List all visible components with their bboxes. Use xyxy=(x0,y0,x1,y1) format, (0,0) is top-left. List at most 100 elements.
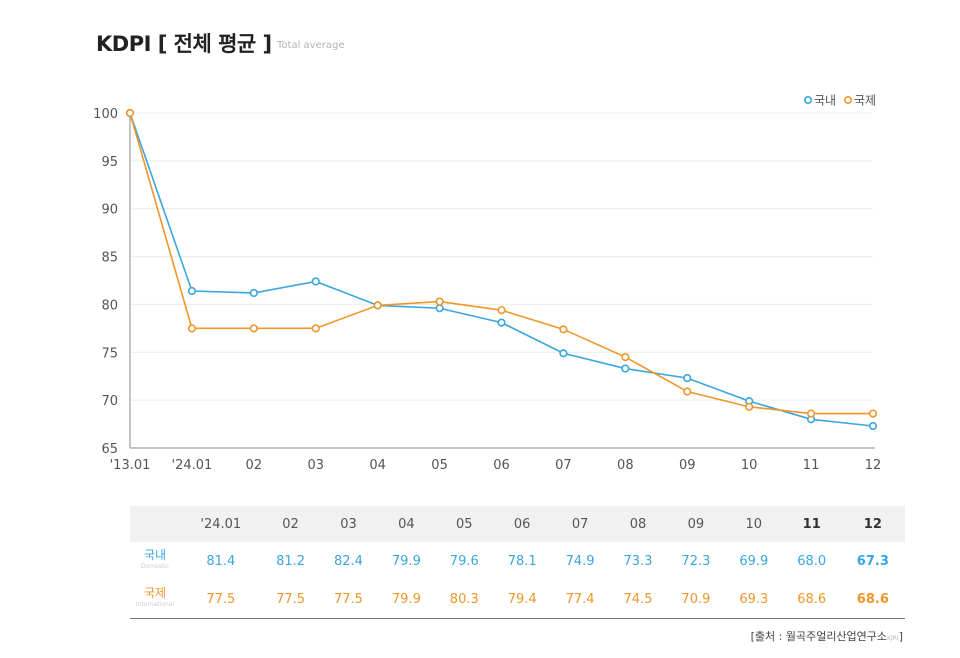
table-header-cell: 03 xyxy=(319,506,378,542)
series-line-0 xyxy=(129,112,874,427)
legend-label: 국제 xyxy=(854,94,876,108)
table-cell: 70.9 xyxy=(666,580,725,619)
x-tick-label: 04 xyxy=(369,458,386,473)
table-header-cell: 07 xyxy=(551,506,610,542)
x-tick-label: 09 xyxy=(679,458,696,473)
table-cell: 77.5 xyxy=(319,580,378,619)
x-tick-label: '24.01 xyxy=(172,458,213,473)
data-point xyxy=(745,402,754,411)
x-tick-label: 10 xyxy=(741,458,758,473)
table-cell: 74.5 xyxy=(609,580,667,619)
table-cell: 74.9 xyxy=(565,553,595,569)
legend-marker xyxy=(803,96,812,105)
y-tick-label: 70 xyxy=(101,394,118,409)
legend-marker xyxy=(843,96,852,105)
y-tick-label: 100 xyxy=(93,107,118,122)
data-point xyxy=(621,364,630,373)
source-close: ] xyxy=(898,630,903,643)
data-point xyxy=(311,277,320,286)
data-point xyxy=(621,352,630,362)
data-point xyxy=(497,318,506,327)
table-cell: 77.4 xyxy=(551,580,610,619)
data-point xyxy=(559,325,568,334)
data-point xyxy=(435,297,444,306)
table-cell: 73.3 xyxy=(623,553,653,569)
x-tick-label: 07 xyxy=(555,458,572,473)
chart-title: KDPI [ 전체 평균 ] xyxy=(96,32,272,56)
table-header-cell: 09 xyxy=(666,506,725,542)
table-cell: 79.6 xyxy=(449,553,479,569)
x-tick-label: 03 xyxy=(307,458,324,473)
data-point xyxy=(249,324,258,333)
line-chart: 65 70 75 80 85 90 95 100 '13.01 '24.01 02 03 04 05 06 0… xyxy=(93,94,882,474)
series-line-1 xyxy=(129,112,873,415)
data-point xyxy=(683,374,692,383)
table-cell: 72.3 xyxy=(681,553,711,569)
source-note: [출처 : 월곡주얼리산업연구소KJRI] xyxy=(751,628,903,644)
y-tick-label: 75 xyxy=(101,346,118,361)
table-row-domestic: 국내 Domestic 81.4 81.2 82.4 79.9 79.6 78.… xyxy=(130,542,905,580)
row-label-en: Domestic xyxy=(140,563,170,570)
table-header-cell: 02 xyxy=(261,506,320,542)
table-cell: 81.2 xyxy=(276,553,306,569)
table-cell: 79.4 xyxy=(493,580,552,619)
table-cell: 69.9 xyxy=(739,553,769,569)
x-tick-label: 05 xyxy=(431,458,448,473)
row-label-ko: 국제 xyxy=(143,586,167,600)
source-text: [출처 : 월곡주얼리산업연구소 xyxy=(750,630,888,643)
y-tick-label: 95 xyxy=(101,155,118,170)
row-label-domestic: 국내 Domestic xyxy=(130,542,180,580)
table-header-cell: 04 xyxy=(377,506,436,542)
data-point xyxy=(868,421,878,431)
data-table: '24.01 02 03 04 05 06 07 08 09 10 11 12 … xyxy=(130,506,905,619)
x-tick-label: 12 xyxy=(865,458,882,473)
table-header-cell: '24.01 xyxy=(180,506,262,542)
table-cell: 78.1 xyxy=(507,553,537,569)
data-point xyxy=(373,301,382,310)
data-point xyxy=(868,409,878,418)
table-header-empty xyxy=(130,506,180,542)
data-point xyxy=(435,304,444,313)
row-label-international: 국제 International xyxy=(130,580,180,619)
table-header-cell: 12 xyxy=(840,506,905,542)
table-cell: 68.6 xyxy=(840,580,905,619)
data-point xyxy=(249,288,258,298)
x-tick-label: '13.01 xyxy=(110,458,151,473)
data-point xyxy=(187,324,197,333)
table-cell: 77.5 xyxy=(180,580,262,619)
y-tick-label: 90 xyxy=(101,203,118,218)
table-header-row: '24.01 02 03 04 05 06 07 08 09 10 11 12 xyxy=(130,506,905,542)
table-cell: 82.4 xyxy=(333,553,363,569)
source-small: KJRI xyxy=(887,635,899,642)
x-tick-label: 06 xyxy=(493,458,510,473)
table-cell: 79.9 xyxy=(377,580,436,619)
table-cell: 68.6 xyxy=(782,580,841,619)
data-point xyxy=(683,387,692,396)
y-tick-label: 85 xyxy=(101,251,118,266)
table-cell: 81.4 xyxy=(206,553,236,569)
table-cell: 69.3 xyxy=(724,580,783,619)
legend-label: 국내 xyxy=(814,94,836,108)
row-label-ko: 국내 xyxy=(143,548,167,562)
table-cell: 79.9 xyxy=(391,553,421,569)
y-tick-label: 80 xyxy=(101,298,118,313)
data-point xyxy=(559,349,568,358)
table-cell: 77.5 xyxy=(261,580,320,619)
data-point xyxy=(125,108,135,118)
table-header-cell: 10 xyxy=(724,506,783,542)
data-point xyxy=(806,409,816,418)
table-header-cell: 08 xyxy=(609,506,667,542)
x-tick-label: 02 xyxy=(246,458,263,473)
table-cell: 68.0 xyxy=(797,553,827,569)
chart-subtitle: Total average xyxy=(277,40,345,51)
data-point xyxy=(311,324,320,333)
data-point xyxy=(187,286,197,296)
data-point xyxy=(497,306,506,315)
table-header-cell: 05 xyxy=(435,506,494,542)
row-label-en: International xyxy=(135,601,175,608)
x-tick-label: 11 xyxy=(803,458,820,473)
table-header-cell: 11 xyxy=(782,506,841,542)
x-tick-label: 08 xyxy=(617,458,634,473)
table-cell: 67.3 xyxy=(856,553,889,569)
table-header-cell: 06 xyxy=(493,506,552,542)
